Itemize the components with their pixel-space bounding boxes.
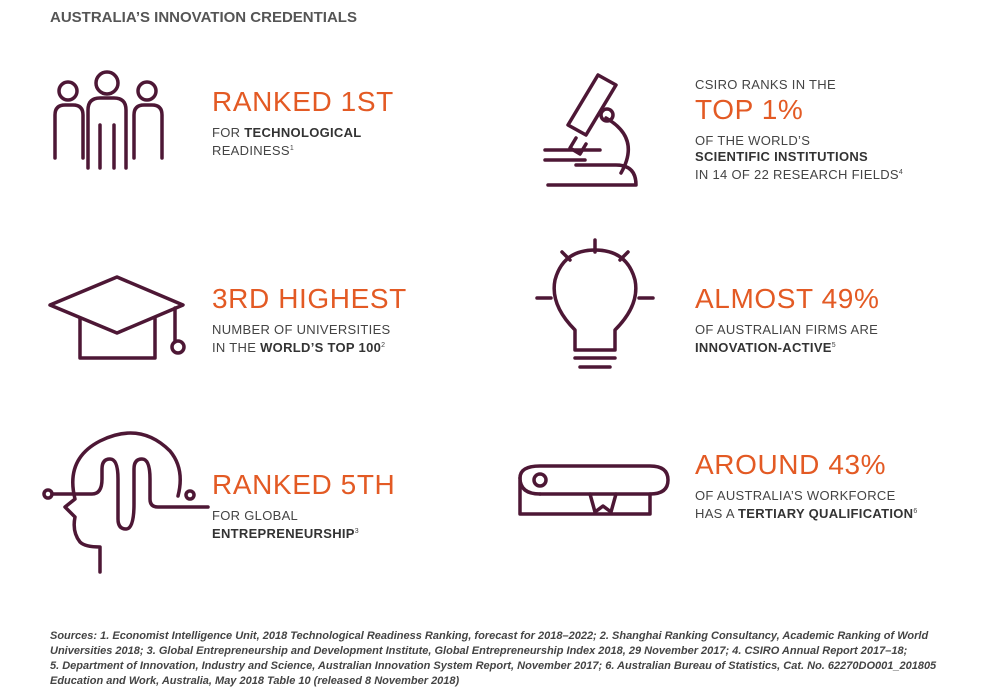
body-line: OF AUSTRALIA’S WORKFORCE: [695, 488, 918, 504]
source-line: Sources: 1. Economist Intelligence Unit,…: [50, 630, 929, 642]
title: AUSTRALIA’S INNOVATION CREDENTIALS: [50, 9, 357, 26]
credential: ALMOST 49% OF AUSTRALIAN FIRMS ARE INNOVAT…: [695, 283, 879, 356]
body-line: IN THE WORLD’S TOP 1002: [212, 338, 407, 356]
headline: RANKED 1ST: [212, 86, 394, 117]
lightbulb-icon: [535, 238, 655, 369]
body-text: TECHNOLOGICAL: [244, 125, 362, 140]
headline: 3RD HIGHEST: [212, 283, 407, 314]
body-line: ENTREPRENEURSHIP3: [212, 524, 395, 542]
credential: RANKED 5TH FOR GLOBAL ENTREPRENEURSHIP3: [212, 469, 395, 542]
body-text: OF AUSTRALIAN FIRMS ARE: [695, 322, 879, 337]
body-text: HAS A: [695, 506, 738, 521]
body-text: OF THE WORLD’S: [695, 133, 811, 148]
body-text: ENTREPRENEURSHIP: [212, 526, 355, 541]
body-text: READINESS: [212, 143, 290, 158]
body-text: FOR: [212, 125, 245, 140]
body-line: HAS A TERTIARY QUALIFICATION6: [695, 504, 918, 522]
body-line: IN 14 OF 22 RESEARCH FIELDS4: [695, 165, 903, 183]
body-text: TERTIARY QUALIFICATION: [738, 506, 914, 521]
body-line: FOR TECHNOLOGICAL: [212, 125, 394, 141]
body-text: 2: [381, 342, 386, 349]
credential: RANKED 1ST FOR TECHNOLOGICAL READINESS1: [212, 86, 394, 159]
credential: AROUND 43% OF AUSTRALIA’S WORKFORCE HAS A …: [695, 449, 918, 522]
body-text: SCIENTIFIC INSTITUTIONS: [695, 149, 869, 164]
source-line: 5. Department of Innovation, Industry an…: [50, 660, 937, 672]
body-line: INNOVATION-ACTIVE5: [695, 338, 879, 356]
body-text: 5: [831, 342, 836, 349]
body-line: READINESS1: [212, 141, 394, 159]
credential: 3RD HIGHEST NUMBER OF UNIVERSITIES IN THE …: [212, 283, 407, 356]
body-text: INNOVATION-ACTIVE: [695, 340, 832, 355]
source-line: Education and Work, Australia, May 2018 …: [50, 675, 460, 687]
sources: Sources: 1. Economist Intelligence Unit,…: [50, 629, 936, 689]
people-icon: [53, 70, 164, 170]
graduation-cap-icon: [48, 275, 186, 360]
body-text: OF AUSTRALIA’S WORKFORCE: [695, 488, 896, 503]
body-text: IN 14 OF 22 RESEARCH FIELDS: [695, 167, 899, 182]
credential: CSIRO RANKS IN THE TOP 1% OF THE WORLD’S SC…: [695, 77, 903, 183]
body-text: FOR GLOBAL: [212, 508, 299, 523]
microscope-icon: [543, 73, 638, 187]
body-line: OF AUSTRALIAN FIRMS ARE: [695, 322, 879, 338]
body-text: WORLD’S TOP 100: [260, 340, 382, 355]
body-text: 6: [913, 508, 918, 515]
intro: CSIRO RANKS IN THE: [695, 77, 836, 92]
body-line: NUMBER OF UNIVERSITIES: [212, 322, 407, 338]
body-text: 4: [898, 169, 904, 176]
icons: [42, 70, 670, 574]
body-text: NUMBER OF UNIVERSITIES: [212, 322, 391, 337]
headline: AROUND 43%: [695, 449, 887, 480]
body-line: SCIENTIFIC INSTITUTIONS: [695, 149, 903, 165]
body-text: 3: [354, 528, 359, 535]
body-line: OF THE WORLD’S: [695, 133, 903, 149]
headline: RANKED 5TH: [212, 469, 396, 500]
source-line: Universities 2018; 3. Global Entrepreneu…: [50, 645, 908, 657]
head-icon: [42, 431, 210, 574]
body-text: 1: [289, 145, 295, 152]
scroll-icon: [518, 464, 670, 516]
headline: TOP 1%: [695, 94, 804, 125]
body-line: FOR GLOBAL: [212, 508, 395, 524]
headline: ALMOST 49%: [695, 283, 880, 314]
body-text: IN THE: [212, 340, 261, 355]
